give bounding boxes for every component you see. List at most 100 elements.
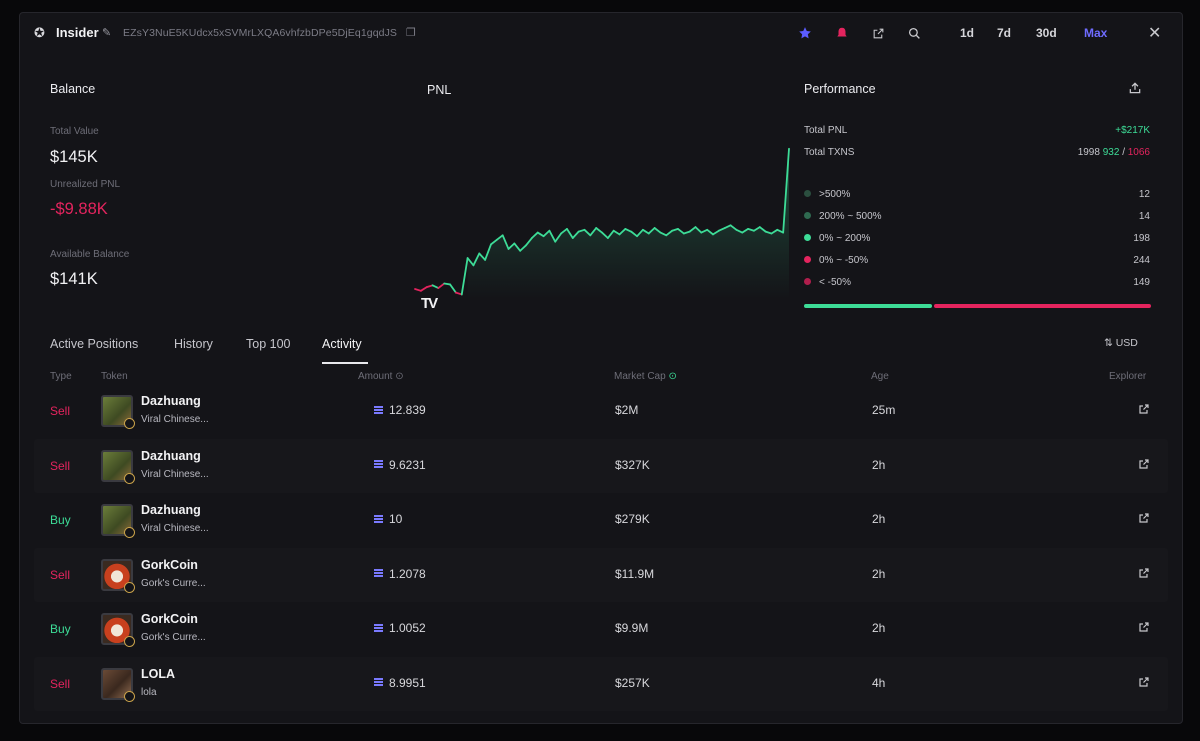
amount-value: 9.6231: [389, 457, 426, 472]
copy-address-icon[interactable]: ❐: [406, 27, 416, 39]
pnl-line-segment: [694, 226, 703, 234]
pnl-line-segment: [671, 228, 679, 232]
alert-bell-icon[interactable]: [833, 24, 851, 42]
total-txns-row: Total TXNS 1998 932 / 1066: [804, 147, 1150, 161]
token-name[interactable]: LOLA: [141, 666, 176, 681]
platform-badge-icon: [124, 472, 135, 484]
col-explorer: Explorer: [1109, 371, 1147, 382]
token-avatar[interactable]: [101, 558, 135, 593]
favorite-star-icon[interactable]: [796, 24, 814, 42]
table-row[interactable]: Sell Dazhuang Viral Chinese... 12.839 $2M 25m: [34, 384, 1168, 438]
unrealized-pnl-label: Unrealized PNL: [50, 179, 121, 190]
amount-value: 10: [389, 512, 403, 526]
token-description: Gork's Curre...: [141, 632, 206, 643]
wallet-address: EZsY3NuE5KUdcx5xSVMrLXQA6vhfzbDPe5DjEq1g…: [123, 27, 398, 39]
bucket-dot: [804, 277, 811, 285]
token-name[interactable]: Dazhuang: [141, 448, 201, 463]
bucket-count: 12: [1138, 189, 1150, 200]
tab-activity[interactable]: Activity: [322, 337, 362, 351]
trade-type: Sell: [50, 458, 71, 473]
timeframe-7d[interactable]: 7d: [997, 26, 1012, 40]
platform-badge-icon: [124, 690, 135, 702]
search-icon[interactable]: [905, 24, 923, 42]
market-cap-value: $11.9M: [615, 566, 655, 581]
panel-header: ✪ Insider ✎ EZsY3NuE5KUdcx5xSVMrLXQA6vhf…: [20, 13, 1182, 55]
pnl-line-segment: [472, 252, 481, 267]
token-name[interactable]: Dazhuang: [141, 394, 201, 408]
token-avatar[interactable]: [101, 504, 135, 538]
pnl-line-segment: [647, 227, 656, 235]
bucket-label: 200% ~ 500%: [819, 211, 882, 222]
table-row[interactable]: Buy GorkCoin Gork's Curre... 1.0052 $9.9M 2h: [34, 602, 1168, 656]
trade-type: Sell: [50, 676, 71, 691]
currency-toggle[interactable]: ⇅ USD: [1104, 337, 1138, 349]
token-description: Viral Chinese...: [141, 468, 209, 480]
bucket-row: 0% ~ 200% 198: [804, 233, 1150, 247]
total-pnl-label: Total PNL: [804, 125, 848, 136]
solana-icon: [374, 405, 383, 414]
table-row[interactable]: Buy Dazhuang Viral Chinese... 10 $279K 2h: [34, 493, 1168, 547]
tab-top-100[interactable]: Top 100: [246, 337, 291, 351]
timeframe-30d[interactable]: 30d: [1036, 26, 1057, 40]
bucket-row: 0% ~ -50% 244: [804, 255, 1150, 269]
token-name[interactable]: Dazhuang: [141, 503, 201, 517]
token-avatar[interactable]: [101, 613, 135, 647]
amount-cell: 12.839: [374, 403, 426, 417]
tab-history[interactable]: History: [174, 337, 213, 351]
col-type: Type: [50, 371, 72, 382]
pnl-line-segment: [770, 228, 779, 235]
explorer-link-icon[interactable]: [1138, 458, 1152, 472]
col-market-cap[interactable]: Market Cap ⊙: [614, 371, 677, 382]
open-external-icon[interactable]: [869, 24, 887, 42]
usd-coin-icon: ⊙: [668, 371, 677, 382]
pnl-line-segment: [665, 229, 674, 237]
token-name[interactable]: GorkCoin: [141, 612, 198, 626]
col-amount[interactable]: Amount ⊙: [358, 371, 404, 382]
total-txns-value: 1998 932 / 1066: [1078, 147, 1150, 158]
token-name[interactable]: GorkCoin: [141, 557, 198, 572]
explorer-link-icon[interactable]: [1138, 621, 1152, 635]
table-row[interactable]: Sell LOLA lola 8.9951 $257K 4h: [34, 656, 1168, 711]
token-avatar[interactable]: [101, 395, 135, 429]
pnl-line-segment: [653, 227, 662, 234]
pnl-line-segment: [466, 257, 475, 267]
pnl-line-segment: [478, 252, 487, 261]
explorer-link-icon[interactable]: [1138, 403, 1152, 417]
pnl-line-segment: [782, 147, 790, 234]
token-description: lola: [141, 686, 157, 698]
timeframe-max[interactable]: Max: [1084, 26, 1108, 40]
table-row[interactable]: Sell GorkCoin Gork's Curre... 1.2078 $11.9M 2…: [34, 547, 1168, 602]
solana-icon: [374, 514, 383, 523]
bucket-count: 198: [1133, 233, 1150, 244]
amount-cell: 8.9951: [374, 676, 426, 690]
timeframe-1d[interactable]: 1d: [960, 26, 975, 40]
loss-ratio-bar: [934, 304, 1151, 308]
pnl-line-segment: [712, 229, 720, 236]
table-row[interactable]: Sell Dazhuang Viral Chinese... 9.6231 $327K 2…: [34, 438, 1168, 493]
available-balance: $141K: [50, 270, 98, 288]
pnl-line-segment: [425, 284, 434, 289]
total-pnl-value: +$217K: [1115, 125, 1150, 136]
pnl-line-segment: [460, 257, 469, 296]
pnl-line-segment: [700, 228, 709, 234]
share-icon[interactable]: [1128, 81, 1144, 97]
market-cap-value: $9.9M: [615, 621, 649, 635]
explorer-link-icon[interactable]: [1138, 676, 1152, 690]
pnl-line-segment: [612, 229, 621, 236]
token-avatar[interactable]: [101, 449, 135, 484]
txns-total: 1998: [1077, 147, 1100, 158]
explorer-link-icon[interactable]: [1138, 512, 1152, 526]
tab-active-positions[interactable]: Active Positions: [50, 337, 139, 351]
pnl-line-segment: [519, 244, 527, 252]
bucket-label: < -50%: [819, 277, 851, 288]
solana-icon: [374, 678, 383, 687]
pnl-line-segment: [542, 229, 551, 238]
amount-value: 1.0052: [389, 621, 426, 635]
token-avatar[interactable]: [101, 667, 135, 702]
explorer-link-icon[interactable]: [1138, 567, 1152, 581]
total-value: $145K: [50, 148, 98, 166]
edit-name-icon[interactable]: ✎: [102, 27, 112, 39]
age-value: 2h: [872, 621, 886, 635]
close-icon[interactable]: ✕: [1148, 25, 1162, 42]
platform-badge-icon: [124, 636, 135, 647]
